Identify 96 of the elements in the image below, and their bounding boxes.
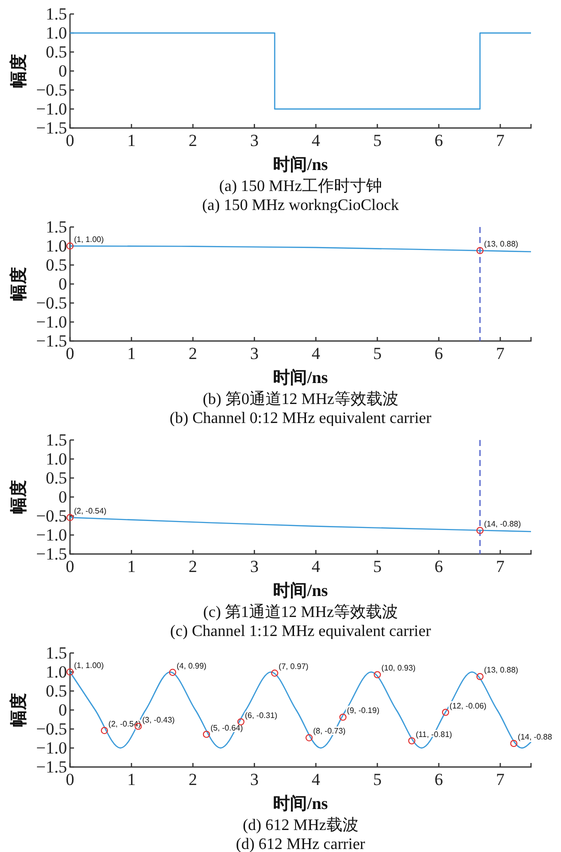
y-tick-label: 1.5 xyxy=(46,430,67,450)
x-tick-label: 1 xyxy=(127,344,136,364)
x-tick-label: 5 xyxy=(373,770,382,790)
y-tick-label: 1.5 xyxy=(46,217,67,236)
y-tick-label: 1.5 xyxy=(46,643,67,662)
x-tick-label: 2 xyxy=(188,557,198,576)
y-tick-label: −1.0 xyxy=(36,99,67,118)
point xyxy=(306,734,313,742)
x-tick-label: 7 xyxy=(496,770,506,790)
y-tick-label: −0.5 xyxy=(36,293,67,312)
y-axis-title: 幅度 xyxy=(9,480,28,514)
data-label: (14, -0.88) xyxy=(484,519,522,528)
x-tick-label: 6 xyxy=(434,131,444,150)
y-tick-label: −1.5 xyxy=(36,118,67,138)
y-axis-title: 幅度 xyxy=(9,54,28,88)
x-tick-label: 6 xyxy=(434,557,444,576)
data-label: (12, -0.06) xyxy=(450,701,487,710)
y-tick-label: −1.5 xyxy=(36,544,67,564)
point xyxy=(339,714,346,721)
x-tick-label: 6 xyxy=(434,770,444,790)
x-tick-label: 4 xyxy=(312,770,321,790)
data-label: (10, 0.93) xyxy=(381,664,416,673)
y-tick-label: 0 xyxy=(58,274,67,294)
x-tick-label: 4 xyxy=(312,557,321,576)
data-label: (1, 1.00) xyxy=(74,235,104,244)
x-tick-label: 1 xyxy=(127,131,136,150)
y-axis-title: 幅度 xyxy=(9,693,28,727)
text: (d) 612 MHz载波 xyxy=(242,816,358,834)
x-tick-label: 3 xyxy=(250,344,259,364)
x-tick-label: 7 xyxy=(496,344,506,364)
x-tick-label: 5 xyxy=(373,344,382,364)
y-tick-label: 0.5 xyxy=(46,468,67,488)
y-tick-label: 0 xyxy=(58,700,67,720)
point xyxy=(237,718,244,726)
x-tick-label: 7 xyxy=(496,131,506,150)
x-axis-title: 时间/ns xyxy=(273,155,328,174)
y-tick-label: −1.5 xyxy=(36,757,67,776)
y-tick-label: 0.5 xyxy=(46,255,67,274)
point xyxy=(100,726,108,734)
y-tick-label: 1.0 xyxy=(46,662,67,682)
x-axis-title: 时间/ns xyxy=(273,368,328,387)
x-tick-label: 7 xyxy=(496,557,506,576)
x-axis-title: 时间/ns xyxy=(273,794,328,813)
point xyxy=(66,668,74,676)
x-tick-label: 1 xyxy=(127,557,136,576)
data-label: (9, -0.19) xyxy=(346,706,380,716)
x-tick-label: 2 xyxy=(188,344,198,364)
point xyxy=(510,740,518,748)
point xyxy=(374,671,381,678)
x-tick-label: 5 xyxy=(373,557,382,576)
text: (a) 150 MHz工作时寸钟 xyxy=(219,177,382,195)
x-tick-label: 1 xyxy=(127,770,136,790)
y-tick-label: 1.0 xyxy=(46,236,67,256)
data-label: (1, 1.00) xyxy=(74,661,104,670)
y-tick-label: −1.0 xyxy=(36,738,67,758)
x-tick-label: 2 xyxy=(188,131,198,150)
point xyxy=(408,737,416,744)
y-tick-label: 1.0 xyxy=(46,449,67,468)
y-tick-label: −1.5 xyxy=(36,331,67,350)
data-label: (14, -0.88 xyxy=(518,732,553,742)
x-tick-label: 6 xyxy=(434,344,444,364)
y-tick-label: −0.5 xyxy=(36,719,67,738)
x-tick-label: 5 xyxy=(373,131,382,150)
y-tick-label: 1.0 xyxy=(46,23,67,42)
point xyxy=(476,672,484,680)
x-tick-label: 4 xyxy=(312,344,321,364)
point xyxy=(169,668,176,676)
y-tick-label: −0.5 xyxy=(36,80,67,100)
data-label: (7, 0.97) xyxy=(278,662,309,672)
x-tick-label: 3 xyxy=(250,131,259,150)
data-label: (4, 0.99) xyxy=(176,661,207,670)
x-tick-label: 4 xyxy=(312,131,321,150)
x-axis-title: 时间/ns xyxy=(273,581,328,600)
y-tick-label: 0.5 xyxy=(46,42,67,62)
data-label: (6, -0.31) xyxy=(244,710,278,720)
data-label: (2, -0.54) xyxy=(74,506,107,516)
x-tick-label: 3 xyxy=(250,770,259,790)
point xyxy=(271,670,278,677)
point xyxy=(202,730,210,738)
x-tick-label: 3 xyxy=(250,557,259,576)
line-series xyxy=(69,516,532,532)
data-label: (13, 0.88) xyxy=(484,240,519,249)
y-tick-label: −0.5 xyxy=(36,506,67,526)
y-tick-label: −1.0 xyxy=(36,525,67,544)
y-tick-label: −1.0 xyxy=(36,312,67,332)
text: (b) 第0通道12 MHz等效载波 xyxy=(202,390,398,408)
y-tick-label: 0 xyxy=(58,61,67,80)
y-tick-label: 1.5 xyxy=(46,4,67,24)
data-label: (13, 0.88) xyxy=(484,666,519,675)
y-tick-label: 0 xyxy=(58,487,67,506)
point xyxy=(442,708,450,716)
data-label: (3, -0.43) xyxy=(142,715,176,724)
y-tick-label: 0.5 xyxy=(46,681,67,700)
y-axis-title: 幅度 xyxy=(9,267,28,301)
text: (c) 第1通道12 MHz等效载波 xyxy=(203,603,398,621)
x-tick-label: 2 xyxy=(188,770,198,790)
